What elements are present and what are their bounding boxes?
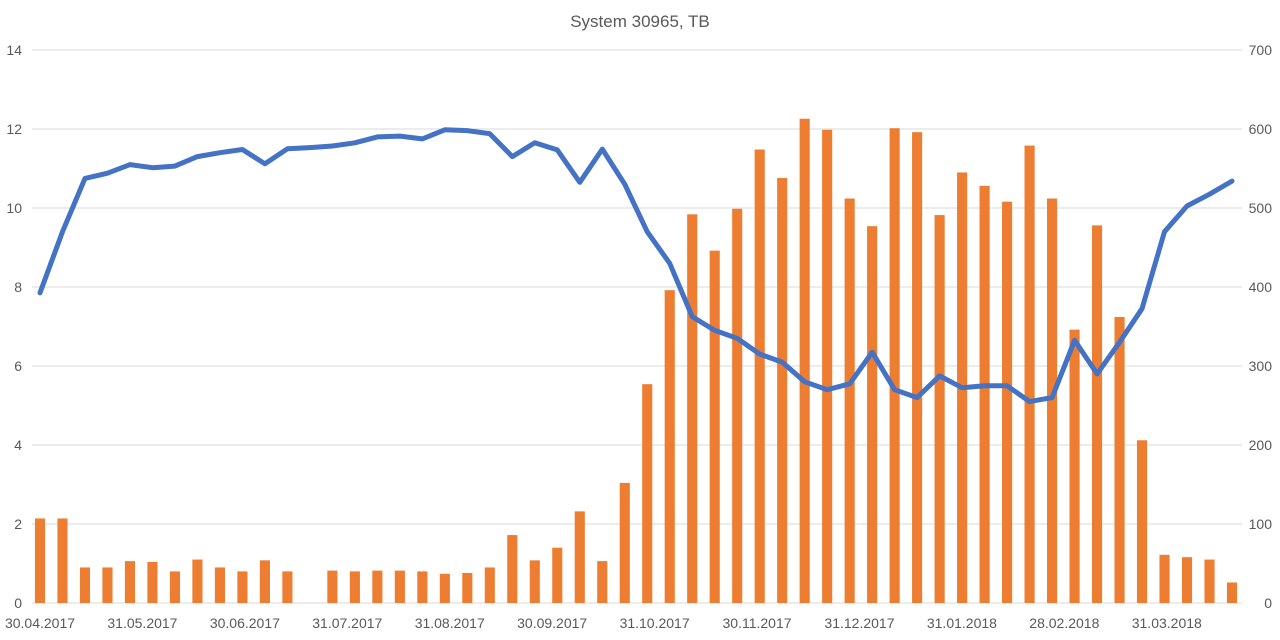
bar (732, 208, 743, 604)
bar (1226, 582, 1238, 603)
y-right-tick-label: 400 (1249, 279, 1273, 295)
bar (619, 482, 630, 603)
bar (642, 384, 653, 603)
y-right-tick-label: 700 (1249, 42, 1273, 58)
x-tick-label: 31.10.2017 (620, 615, 690, 631)
y-left-tick-label: 6 (14, 358, 22, 374)
bar (754, 149, 765, 604)
bar (552, 547, 563, 603)
bar (237, 571, 248, 603)
bar (462, 572, 473, 603)
y-left-tick-label: 12 (6, 121, 22, 137)
bar (912, 132, 923, 603)
bar (327, 570, 338, 603)
bar (147, 561, 158, 603)
y-left-tick-label: 4 (14, 437, 22, 453)
y-right-tick-label: 100 (1249, 516, 1273, 532)
bar (1024, 145, 1035, 603)
bar (102, 567, 113, 603)
x-tick-label: 31.05.2017 (107, 615, 177, 631)
y-left-tick-label: 0 (14, 595, 22, 611)
x-tick-label: 30.06.2017 (210, 615, 280, 631)
bar (1159, 554, 1170, 603)
bar (214, 567, 225, 603)
bar (57, 518, 68, 603)
bar (844, 198, 855, 603)
bar (417, 571, 428, 603)
x-tick-label: 30.04.2017 (5, 615, 75, 631)
bar (687, 214, 698, 603)
x-tick-label: 31.01.2018 (927, 615, 997, 631)
bar (124, 561, 136, 603)
bar (349, 571, 360, 603)
y-right-tick-label: 0 (1264, 595, 1272, 611)
y-left-tick-label: 14 (6, 42, 22, 58)
bar (664, 290, 675, 603)
bar (282, 571, 293, 603)
bar (822, 129, 833, 604)
bar (1047, 198, 1058, 603)
bar (979, 185, 990, 603)
y-right-tick-label: 500 (1249, 200, 1273, 216)
y-left-tick-label: 10 (6, 200, 22, 216)
bar (1114, 317, 1125, 603)
bar (1136, 440, 1148, 603)
bar (799, 118, 810, 603)
x-tick-label: 31.08.2017 (415, 615, 485, 631)
bar (597, 561, 608, 603)
bar (709, 250, 720, 603)
x-tick-label: 31.07.2017 (312, 615, 382, 631)
bar (1204, 559, 1215, 603)
bar (372, 570, 383, 603)
bar (529, 560, 540, 603)
bar (79, 567, 91, 603)
chart-title: System 30965, TB (570, 12, 710, 31)
bar (1069, 329, 1080, 603)
x-tick-label: 31.12.2017 (824, 615, 894, 631)
series-line (37, 127, 1235, 405)
bar (169, 571, 181, 603)
bar (777, 177, 788, 604)
bar (259, 560, 270, 603)
y-right-tick-label: 300 (1249, 358, 1273, 374)
x-tick-label: 31.03.2018 (1132, 615, 1202, 631)
bar (1181, 557, 1193, 603)
bar (394, 570, 405, 603)
bar (867, 226, 878, 604)
bar (439, 573, 450, 603)
x-tick-label: 30.09.2017 (517, 615, 587, 631)
bar (889, 128, 900, 603)
bar (1002, 201, 1013, 603)
bar (192, 559, 203, 603)
y-left-tick-label: 2 (14, 516, 22, 532)
x-tick-label: 28.02.2018 (1029, 615, 1099, 631)
bar (1091, 225, 1103, 603)
y-right-tick-label: 600 (1249, 121, 1273, 137)
y-left-tick-label: 8 (14, 279, 22, 295)
x-tick-label: 30.11.2017 (723, 615, 792, 631)
y-right-tick-label: 200 (1249, 437, 1273, 453)
bar (34, 518, 46, 603)
bar (934, 215, 945, 604)
bar (484, 567, 495, 603)
bar (507, 535, 518, 603)
bar (574, 511, 585, 603)
